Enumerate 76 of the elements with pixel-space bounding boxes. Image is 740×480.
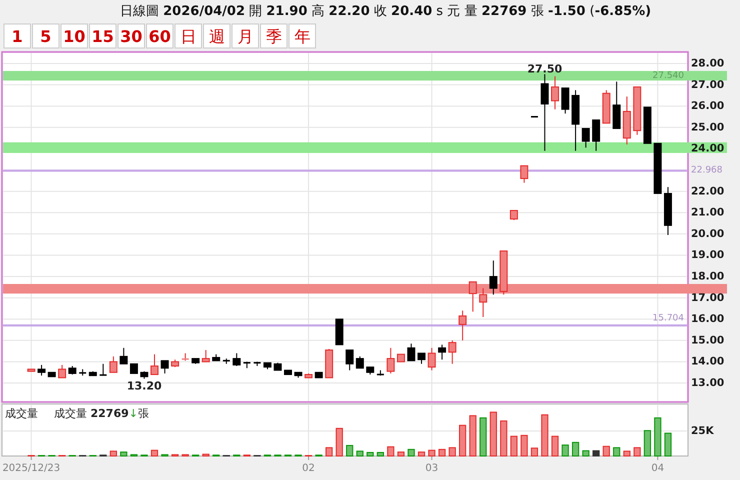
- x-tick-label: 02: [302, 463, 315, 474]
- chart-title: 日線圖 2026/04/02 開 21.90 高 22.20 收 20.40 s 元 量 22769 張 -1.50 (-6.85%): [120, 4, 652, 19]
- bar: [336, 428, 343, 456]
- bar: [572, 442, 580, 456]
- bar: [520, 434, 528, 456]
- bar: [510, 436, 518, 456]
- bar: [551, 436, 559, 456]
- bar: [500, 420, 508, 456]
- bar: [613, 447, 620, 456]
- bar: [397, 452, 405, 456]
- y-tick-label: 18.00: [691, 270, 724, 283]
- bar: [387, 446, 394, 456]
- y-tick-label: 17.00: [691, 292, 724, 304]
- button: 月: [232, 24, 259, 48]
- bar: [459, 424, 466, 456]
- band-label: 27.540: [652, 70, 684, 81]
- bar: [664, 432, 672, 456]
- bar: [592, 450, 600, 456]
- y-tick-label: 24.00: [691, 142, 724, 155]
- chart-title: 成交量: [5, 407, 38, 420]
- bar: [480, 417, 487, 456]
- y-tick-label: 15.00: [691, 334, 724, 346]
- bar: [654, 417, 662, 456]
- button: 週: [203, 24, 230, 48]
- annotation: 成交量 22769↓張: [54, 407, 149, 420]
- bar: [530, 448, 538, 456]
- bar: [150, 450, 158, 456]
- bar: [541, 414, 548, 456]
- bar: [469, 415, 476, 456]
- button: 年: [288, 24, 316, 48]
- y-tick-label: 21.00: [691, 206, 724, 219]
- bar: [366, 452, 374, 456]
- y-tick-label: 26.00: [691, 100, 724, 112]
- y-tick-label: 13.00: [691, 377, 724, 390]
- bar: [623, 450, 630, 456]
- bar: [376, 452, 384, 456]
- y-tick-label: 14.00: [691, 356, 724, 368]
- button: 5: [32, 24, 60, 48]
- ref-line-label: 15.704: [652, 313, 684, 324]
- bar: [408, 448, 415, 456]
- bar: [582, 450, 590, 456]
- bar: [418, 452, 426, 456]
- y-tick-label: 22.00: [691, 185, 724, 198]
- button: 30: [118, 24, 145, 48]
- bar: [448, 447, 456, 456]
- x-tick-label: 04: [651, 463, 664, 474]
- bar: [120, 452, 128, 456]
- button: 10: [60, 24, 88, 48]
- annotation: 13.20: [126, 379, 162, 392]
- y-tick-label: 28.00: [691, 58, 724, 70]
- button: 季: [260, 24, 288, 48]
- x-tick-label: 2025/12/23: [2, 463, 60, 474]
- y-tick-label: 27.00: [691, 78, 724, 91]
- bar: [356, 450, 364, 456]
- bar: [602, 446, 610, 456]
- ref-line-label: 25K: [691, 425, 715, 438]
- bar: [490, 412, 497, 456]
- x-tick-label: 03: [425, 463, 438, 474]
- button: 1: [4, 24, 31, 48]
- bar: [562, 444, 569, 456]
- annotation: 27.50: [527, 62, 562, 76]
- y-tick-label: 20.00: [691, 228, 724, 240]
- bar: [438, 448, 446, 456]
- bar: [110, 450, 118, 456]
- bar: [634, 447, 641, 456]
- button: 日: [174, 24, 202, 48]
- y-tick-label: 19.00: [691, 249, 724, 262]
- y-tick-label: 25.00: [691, 121, 724, 134]
- bar: [346, 444, 354, 456]
- y-tick-label: 16.00: [691, 313, 724, 326]
- ref-line-label: 22.968: [691, 166, 723, 176]
- bar: [428, 450, 436, 456]
- bar: [326, 447, 333, 456]
- button: 60: [146, 24, 174, 48]
- bar: [644, 430, 652, 456]
- button: 15: [89, 24, 116, 48]
